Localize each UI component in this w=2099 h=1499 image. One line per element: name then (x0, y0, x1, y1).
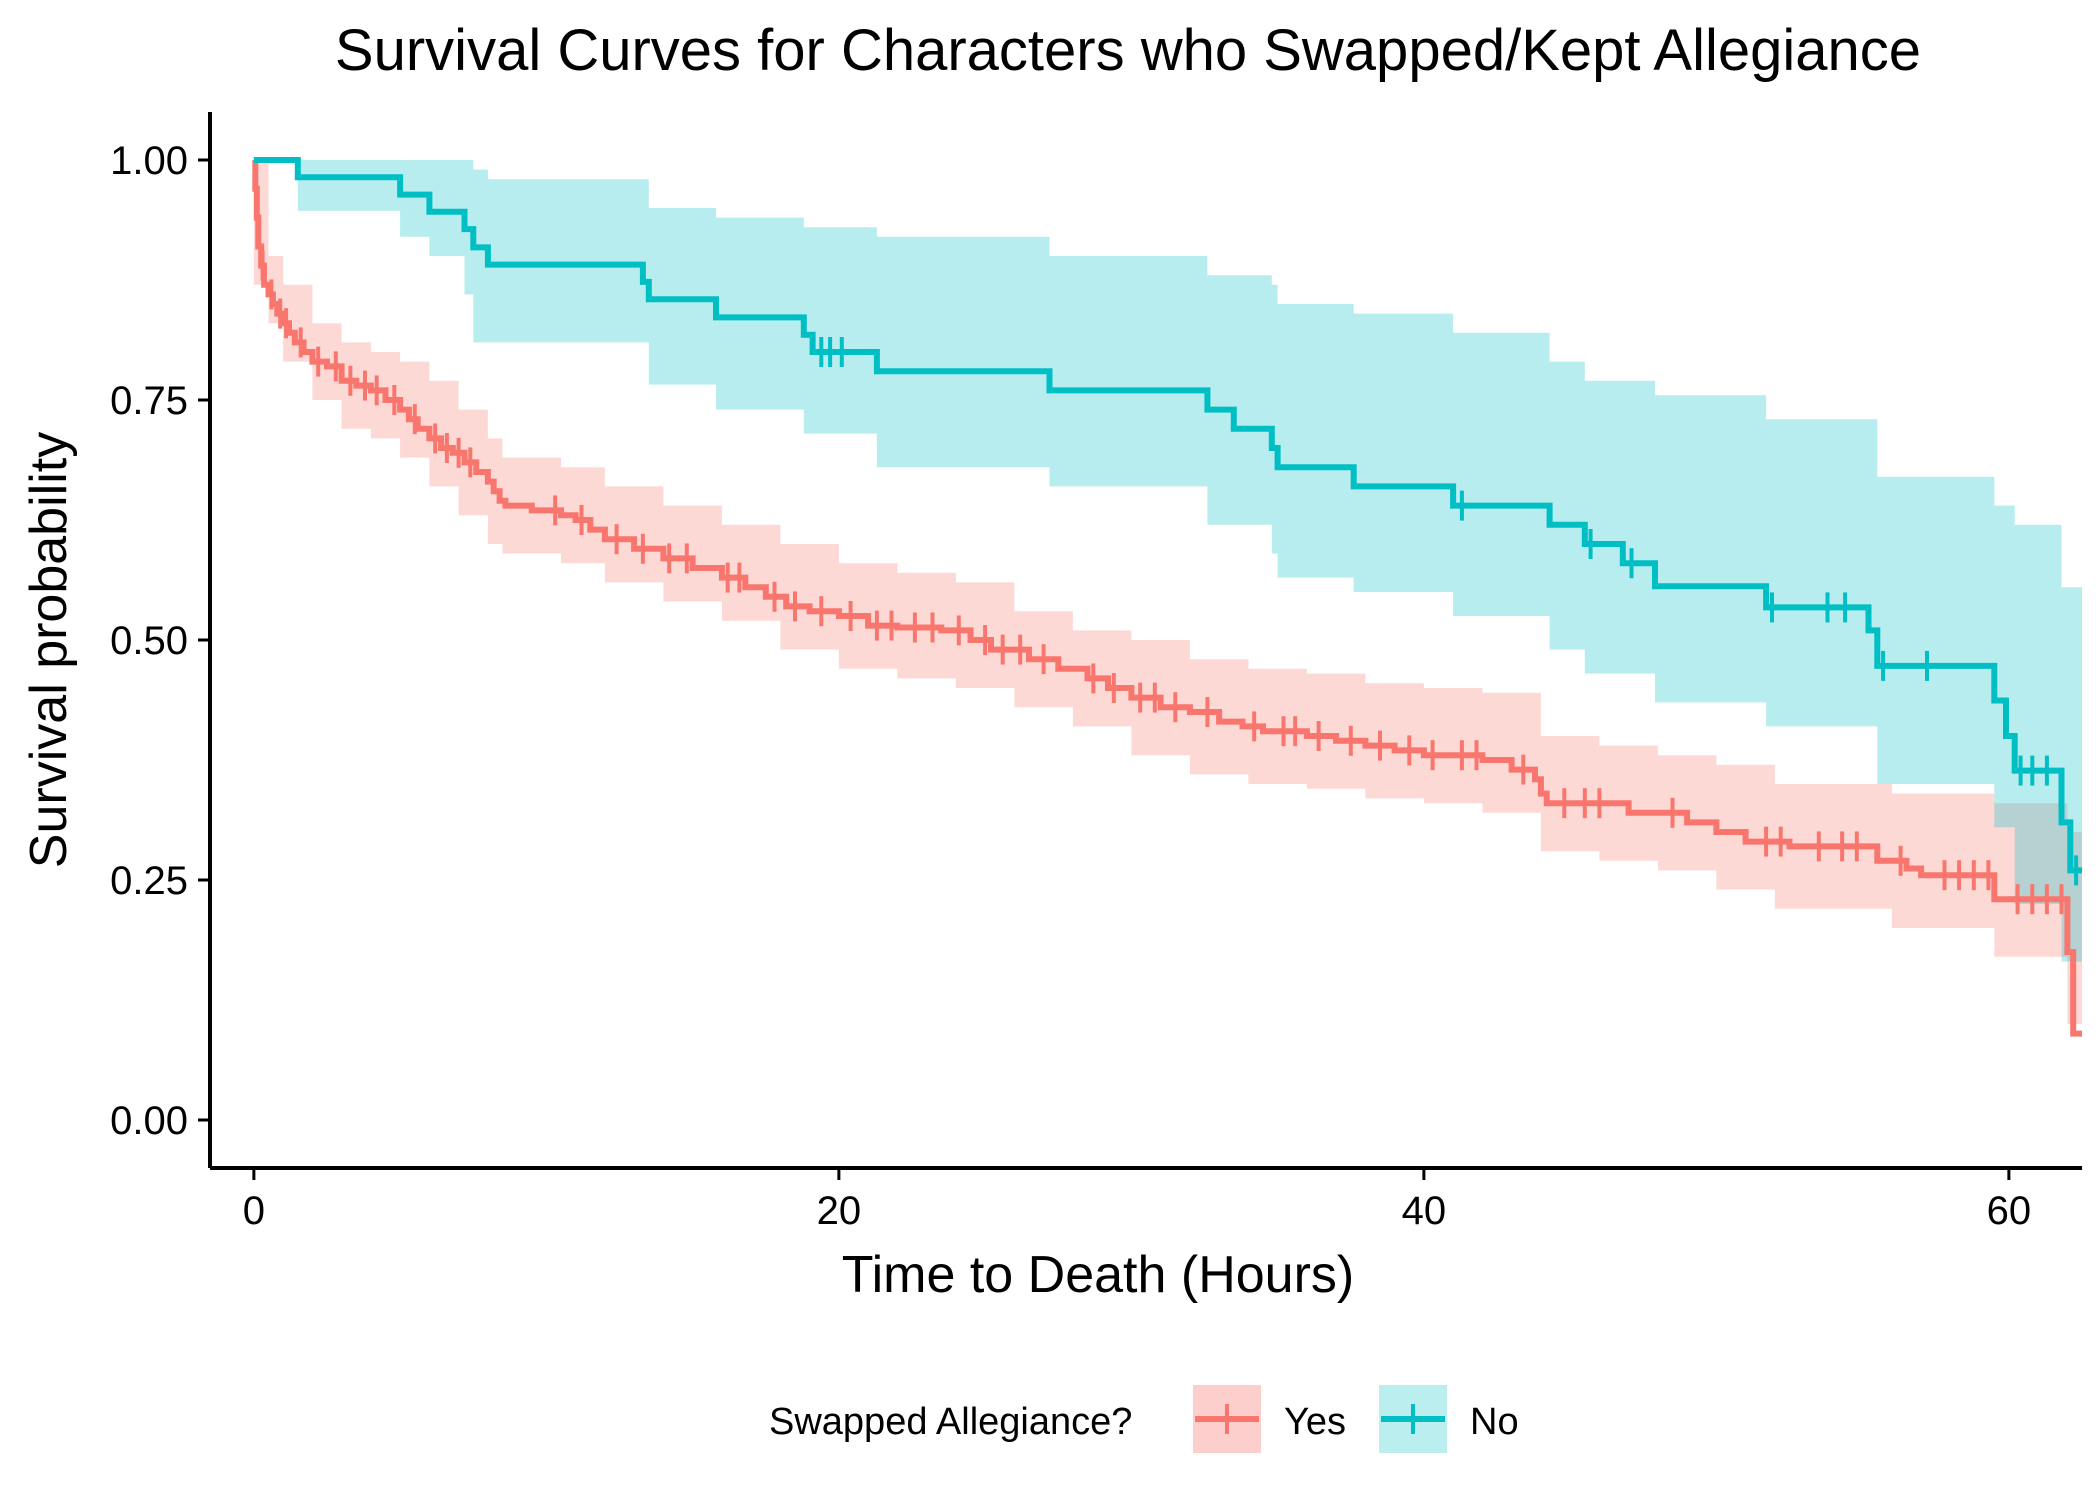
plot-area (252, 157, 2082, 1101)
legend-label-no: No (1470, 1401, 1519, 1443)
x-tick-label: 20 (817, 1189, 862, 1233)
legend-item-no: No (1379, 1385, 1519, 1453)
x-tick-label: 40 (1402, 1189, 1447, 1233)
survival-line-yes (252, 157, 2082, 1037)
legend-title: Swapped Allegiance? (769, 1401, 1132, 1443)
confidence-band-no (253, 160, 2082, 986)
y-tick-label: 0.50 (110, 619, 188, 663)
x-axis-ticks: 0 20 40 60 (243, 1168, 2031, 1233)
legend-label-yes: Yes (1284, 1401, 1346, 1443)
x-tick-label: 0 (243, 1189, 265, 1233)
x-axis-title: Time to Death (Hours) (842, 1246, 1354, 1304)
legend-item-yes: Yes (1193, 1385, 1346, 1453)
y-axis-ticks: 0.00 0.25 0.50 0.75 1.00 (110, 139, 210, 1143)
chart-title: Survival Curves for Characters who Swapp… (335, 18, 1921, 83)
survival-line-no (253, 157, 2082, 874)
y-tick-label: 0.25 (110, 859, 188, 903)
y-tick-label: 1.00 (110, 139, 188, 183)
legend: Swapped Allegiance? Yes No (769, 1385, 1519, 1453)
y-axis-title: Survival probability (20, 432, 78, 868)
y-tick-label: 0.00 (110, 1099, 188, 1143)
x-tick-label: 60 (1987, 1189, 2032, 1233)
y-tick-label: 0.75 (110, 379, 188, 423)
